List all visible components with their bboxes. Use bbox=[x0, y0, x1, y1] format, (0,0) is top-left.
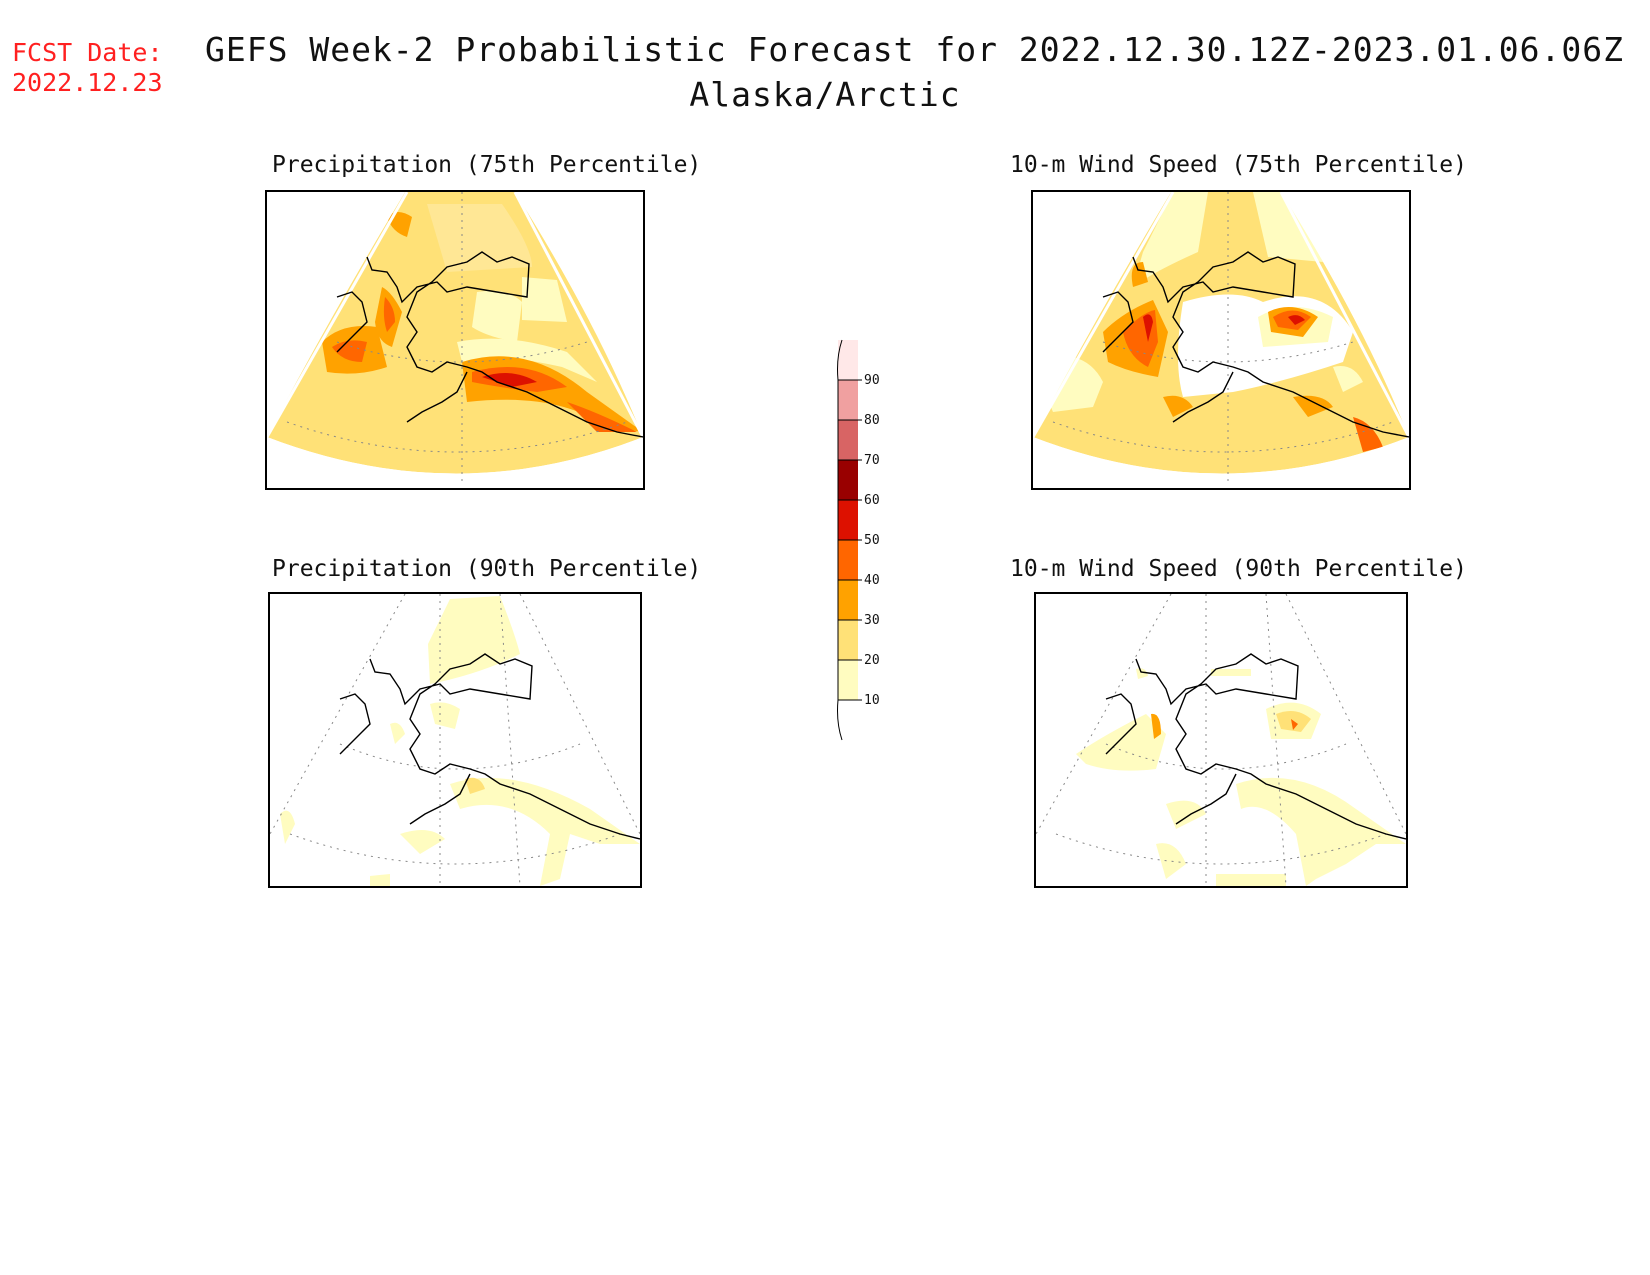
colorbar-tick-label: 90 bbox=[864, 373, 880, 388]
colorbar-tick-label: 40 bbox=[864, 573, 880, 588]
panel-title-wind-90: 10-m Wind Speed (90th Percentile) bbox=[1010, 556, 1467, 582]
colorbar-tick-label: 20 bbox=[864, 653, 880, 668]
colorbar-swatch bbox=[838, 500, 858, 540]
colorbar-tick-label: 80 bbox=[864, 413, 880, 428]
colorbar-swatch bbox=[838, 660, 858, 700]
colorbar-swatch bbox=[838, 580, 858, 620]
colorbar-swatch bbox=[838, 380, 858, 420]
panel-title-precip-90: Precipitation (90th Percentile) bbox=[272, 556, 702, 582]
colorbar-tick-label: 10 bbox=[864, 693, 880, 708]
forecast-date-block: FCST Date: 2022.12.23 bbox=[12, 38, 163, 98]
forecast-date-label: FCST Date: bbox=[12, 38, 163, 67]
colorbar-swatch bbox=[838, 340, 858, 380]
page-title: GEFS Week-2 Probabilistic Forecast for 2… bbox=[205, 30, 1625, 69]
colorbar-tick-label: 70 bbox=[864, 453, 880, 468]
map-precip-90 bbox=[268, 592, 642, 888]
map-wind-75 bbox=[1031, 190, 1411, 490]
map-precip-75 bbox=[265, 190, 645, 490]
colorbar-swatch bbox=[838, 620, 858, 660]
colorbar-tick-label: 30 bbox=[864, 613, 880, 628]
colorbar-legend: 10 20 30 40 50 60 70 80 90 bbox=[800, 330, 890, 750]
page-subtitle: Alaska/Arctic bbox=[689, 75, 961, 114]
colorbar-labels: 10 20 30 40 50 60 70 80 90 bbox=[838, 373, 880, 708]
colorbar-tick-label: 50 bbox=[864, 533, 880, 548]
map-wind-90 bbox=[1034, 592, 1408, 888]
colorbar-swatch bbox=[838, 420, 858, 460]
colorbar-swatches bbox=[838, 340, 858, 700]
colorbar-swatch bbox=[838, 540, 858, 580]
panel-title-wind-75: 10-m Wind Speed (75th Percentile) bbox=[1010, 152, 1467, 178]
colorbar-swatch bbox=[838, 460, 858, 500]
forecast-date-value: 2022.12.23 bbox=[12, 68, 163, 97]
panel-title-precip-75: Precipitation (75th Percentile) bbox=[272, 152, 702, 178]
colorbar-tick-label: 60 bbox=[864, 493, 880, 508]
